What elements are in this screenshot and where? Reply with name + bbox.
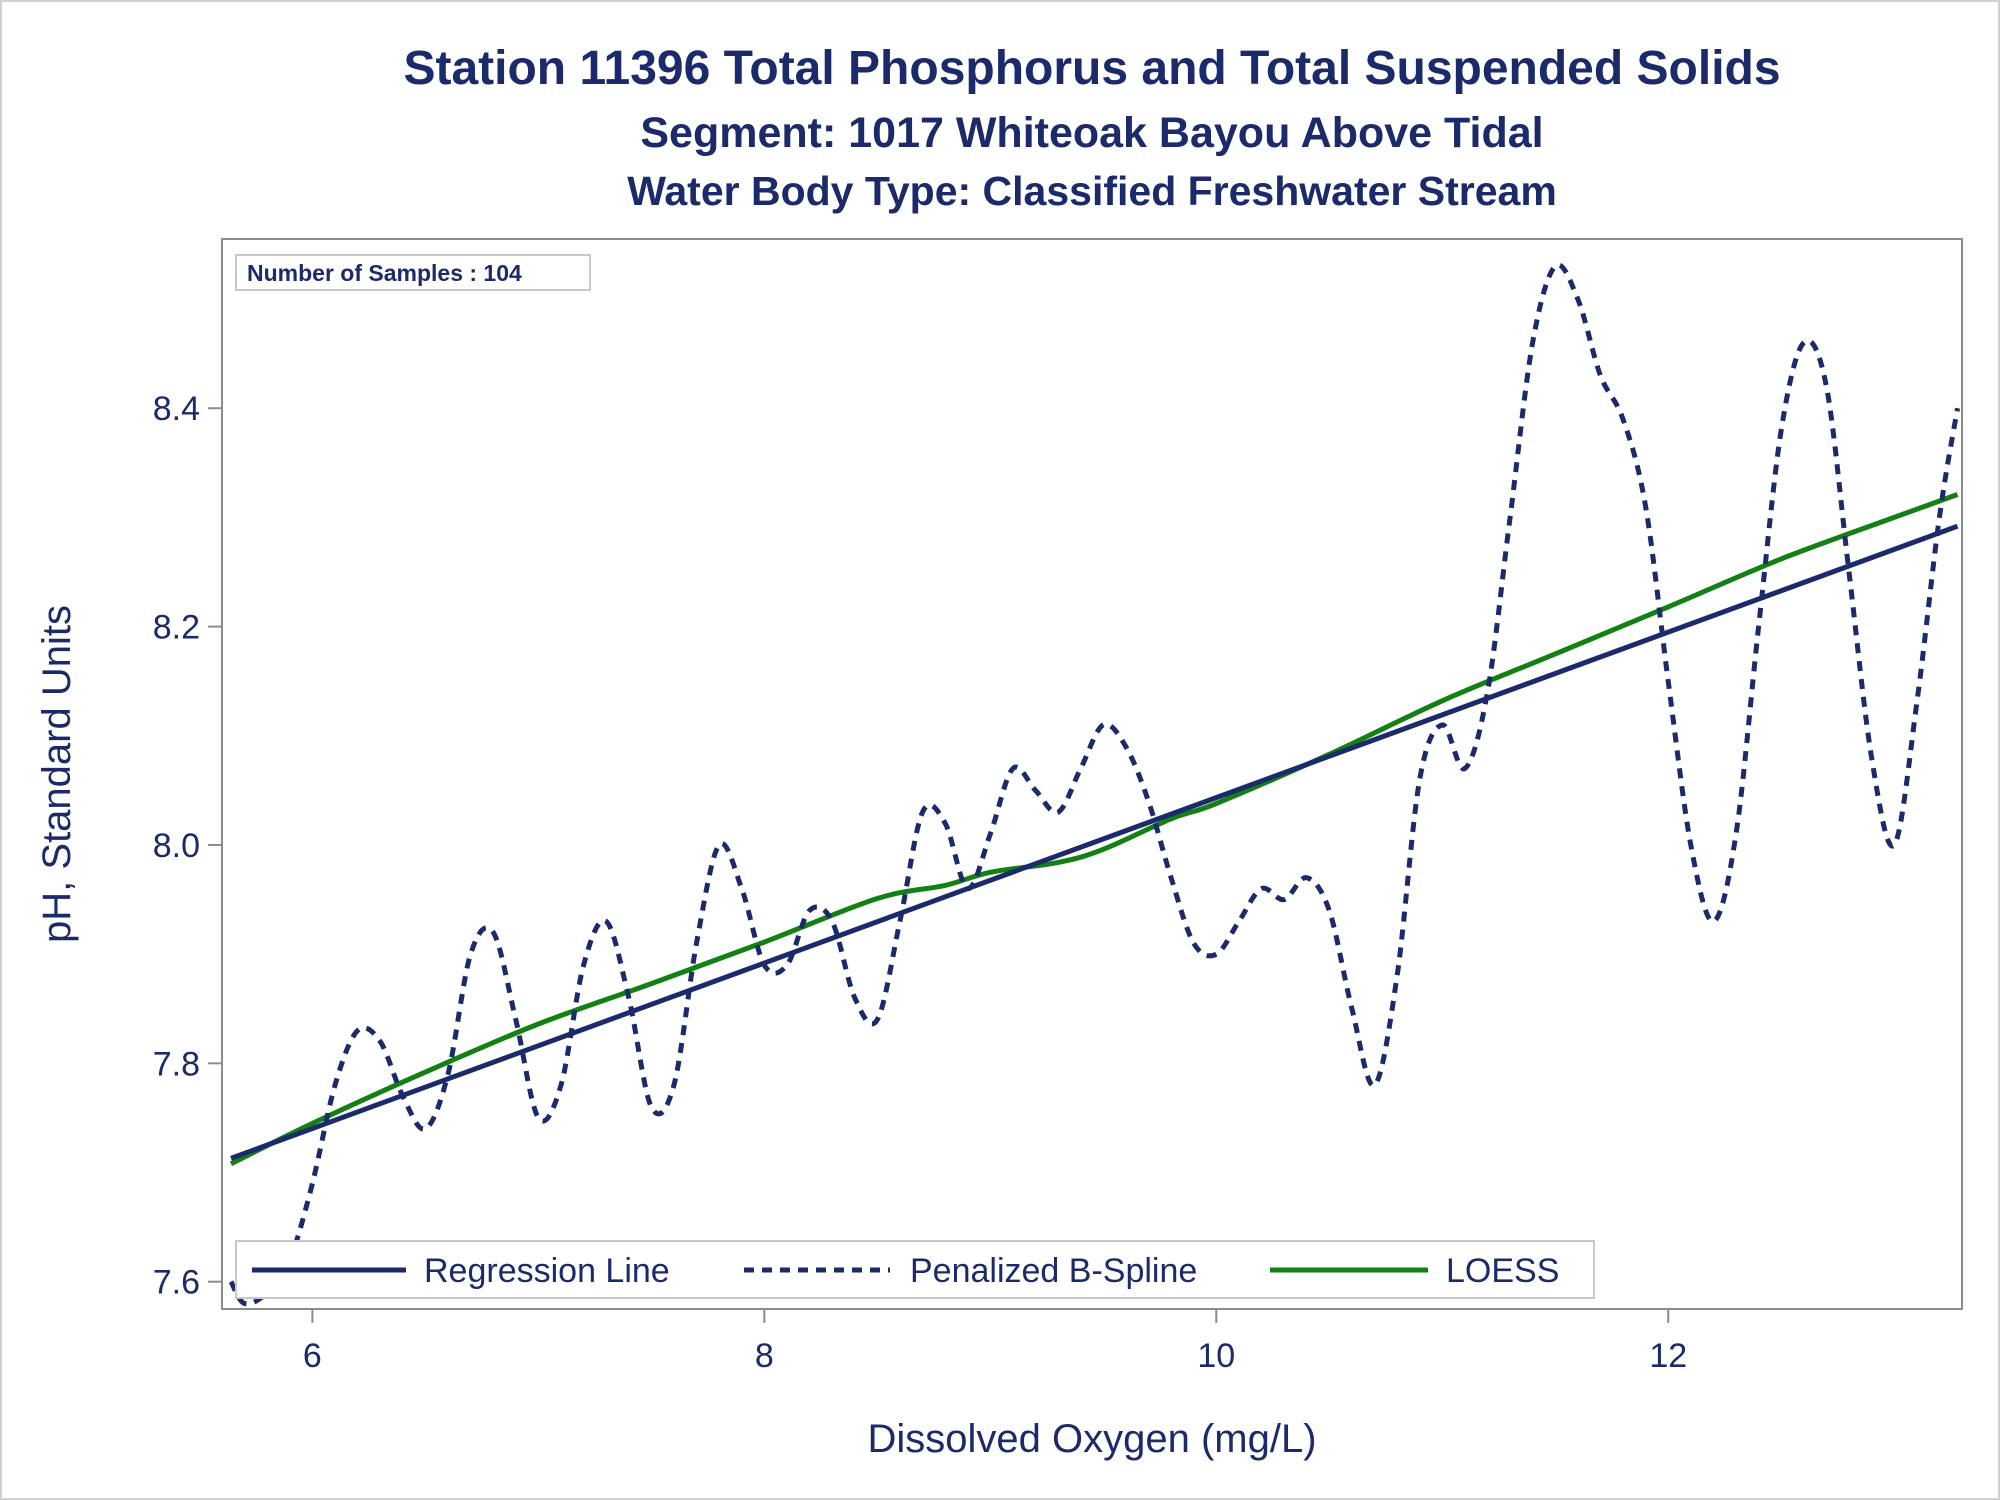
legend-label: LOESS <box>1446 1252 1559 1290</box>
x-tick-label: 12 <box>1649 1337 1687 1375</box>
y-tick-label: 7.8 <box>153 1045 200 1083</box>
plot-area <box>221 238 1963 1310</box>
series-regression-line-line <box>230 523 1959 1161</box>
sample-count-label: Number of Samples : 104 <box>247 260 522 286</box>
y-tick-label: 8.4 <box>153 390 200 428</box>
chart-subtitle: Segment: 1017 Whiteoak Bayou Above Tidal <box>640 109 1543 157</box>
x-axis: 6 8 10 12 <box>303 1309 1687 1375</box>
inset-label-box: Number of Samples : 104 <box>235 254 591 291</box>
legend-label: Regression Line <box>424 1252 670 1290</box>
y-tick-label: 8.2 <box>153 609 200 647</box>
y-axis: 7.6 7.8 8.0 8.2 8.4 <box>153 390 222 1302</box>
y-tick-label: 8.0 <box>153 827 200 865</box>
series-penalized-b-spline-line <box>228 262 1960 1307</box>
x-tick-label: 8 <box>755 1337 774 1375</box>
legend-label: Penalized B-Spline <box>910 1252 1197 1290</box>
y-tick-label: 7.6 <box>153 1264 200 1302</box>
chart-subtitle-2: Water Body Type: Classified Freshwater S… <box>627 168 1557 214</box>
x-tick-label: 10 <box>1197 1337 1235 1375</box>
series-loess-line <box>229 492 1959 1167</box>
x-tick-label: 6 <box>303 1337 322 1375</box>
x-axis-label: Dissolved Oxygen (mg/L) <box>867 1417 1316 1461</box>
y-axis-label: pH, Standard Units <box>35 605 79 943</box>
series-layer <box>228 262 1960 1307</box>
legend: Regression Line Penalized B-Spline LOESS <box>235 1240 1595 1299</box>
chart-title: Station 11396 Total Phosphorus and Total… <box>403 42 1780 95</box>
